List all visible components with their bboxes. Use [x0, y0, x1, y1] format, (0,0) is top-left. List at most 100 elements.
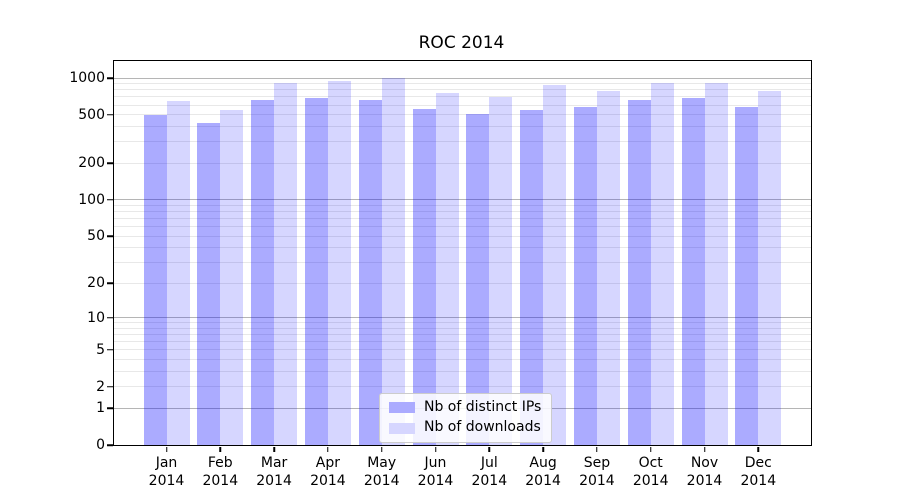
y-tick [107, 114, 113, 116]
gridline-minor [114, 235, 811, 237]
gridline-minor [114, 370, 811, 372]
x-tick [380, 446, 383, 452]
x-tick [542, 446, 544, 452]
x-tick [165, 446, 168, 452]
x-tick-label: Jan 2014 [148, 455, 185, 489]
x-tick [649, 446, 652, 452]
y-tick [107, 407, 113, 409]
gridline-minor [114, 247, 811, 249]
bar-nb-of-downloads [596, 90, 620, 445]
y-tick-label: 10 [87, 309, 105, 326]
bar-nb-of-downloads [381, 78, 405, 445]
gridline-major [114, 199, 811, 201]
bar-nb-of-downloads [435, 93, 459, 445]
gridline-minor [114, 341, 811, 343]
legend-label: Nb of distinct IPs [424, 399, 542, 415]
y-tick-label: 20 [87, 275, 105, 292]
x-tick-label: Jul 2014 [471, 455, 508, 489]
y-tick-label: 100 [78, 191, 105, 208]
y-tick [107, 162, 113, 165]
gridline-minor [114, 349, 811, 351]
x-tick-label: May 2014 [363, 455, 400, 489]
bar-nb-of-distinct-ips [466, 113, 490, 445]
legend: Nb of distinct IPs Nb of downloads [379, 393, 553, 443]
x-tick-label: Aug 2014 [525, 455, 561, 489]
x-tick [219, 446, 222, 452]
gridline-minor [114, 327, 811, 329]
bar-nb-of-downloads [758, 90, 782, 445]
y-tick [107, 385, 113, 388]
x-tick [327, 446, 329, 452]
bar-nb-of-downloads [166, 100, 190, 445]
gridline-minor [114, 211, 811, 213]
bar-nb-of-distinct-ips [197, 122, 221, 445]
y-tick-label: 0 [96, 437, 105, 453]
y-tick [107, 316, 113, 319]
bar-nb-of-distinct-ips [681, 98, 705, 445]
grid-layer [114, 61, 811, 445]
legend-swatch [389, 402, 415, 414]
y-tick-label: 5 [96, 341, 105, 358]
bar-nb-of-distinct-ips [573, 106, 597, 445]
bar-nb-of-distinct-ips [520, 110, 544, 445]
gridline-minor [114, 226, 811, 228]
bar-nb-of-distinct-ips [143, 114, 167, 445]
plot-area: 0 1 2 5 10 20 50 100 200 500 1000 Jan 2014 Feb 2014 M… [69, 60, 812, 489]
bar-nb-of-distinct-ips [251, 100, 275, 445]
x-tick [757, 446, 760, 452]
x-tick [273, 446, 275, 452]
axis-ticks-layer: 0 1 2 5 10 20 50 100 200 500 1000 Jan 2014 Feb 2014 M… [69, 61, 811, 489]
x-tick-label: Apr 2014 [310, 455, 346, 489]
y-tick [107, 199, 113, 201]
gridline-minor [114, 141, 811, 143]
bar-nb-of-downloads [220, 109, 244, 445]
legend-swatch [389, 422, 415, 434]
legend-label: Nb of downloads [424, 419, 541, 436]
x-tick-label: Feb 2014 [202, 455, 239, 489]
gridline-minor [114, 114, 811, 116]
y-tick [107, 282, 113, 285]
y-tick-label: 1000 [69, 70, 105, 86]
y-tick [107, 235, 113, 237]
gridline-minor [114, 322, 811, 324]
y-tick [107, 77, 113, 79]
x-tick-label: Dec 2014 [740, 455, 777, 489]
legend-item: Nb of downloads [389, 419, 541, 436]
bar-nb-of-downloads [274, 82, 298, 445]
gridline-minor [114, 104, 811, 106]
x-tick-label: Sep 2014 [579, 455, 615, 489]
bar-nb-of-downloads [650, 82, 674, 445]
gridline-major [114, 77, 811, 79]
gridline-minor [114, 83, 811, 85]
gridline-minor [114, 359, 811, 360]
y-tick-label: 50 [87, 228, 105, 245]
y-tick [107, 349, 113, 351]
x-tick [488, 446, 491, 452]
y-tick-label: 500 [78, 106, 105, 123]
y-tick [107, 444, 113, 446]
gridline-minor [114, 96, 811, 98]
legend-item: Nb of distinct IPs [389, 399, 542, 415]
y-tick-label: 200 [78, 155, 105, 172]
x-tick-label: Mar 2014 [256, 455, 292, 489]
bars-layer [114, 61, 811, 445]
gridline-minor [114, 89, 811, 91]
gridline-minor [114, 204, 811, 206]
x-tick-label: Oct 2014 [632, 455, 669, 489]
bar-nb-of-distinct-ips [304, 98, 328, 445]
gridline-major [114, 317, 811, 319]
bar-nb-of-downloads [543, 84, 567, 445]
gridline-minor [114, 162, 811, 164]
gridline-minor [114, 386, 811, 388]
chart-title: ROC 2014 [418, 33, 505, 53]
x-tick-label: Nov 2014 [686, 455, 723, 489]
x-tick-label: Jun 2014 [417, 455, 454, 489]
gridline-minor [114, 282, 811, 284]
gridline-minor [114, 218, 811, 220]
x-tick [703, 446, 706, 452]
bar-nb-of-distinct-ips [627, 99, 651, 445]
y-tick-label: 1 [96, 400, 105, 417]
bar-nb-of-downloads [327, 80, 351, 445]
x-tick [434, 446, 437, 452]
bar-nb-of-distinct-ips [735, 107, 759, 445]
